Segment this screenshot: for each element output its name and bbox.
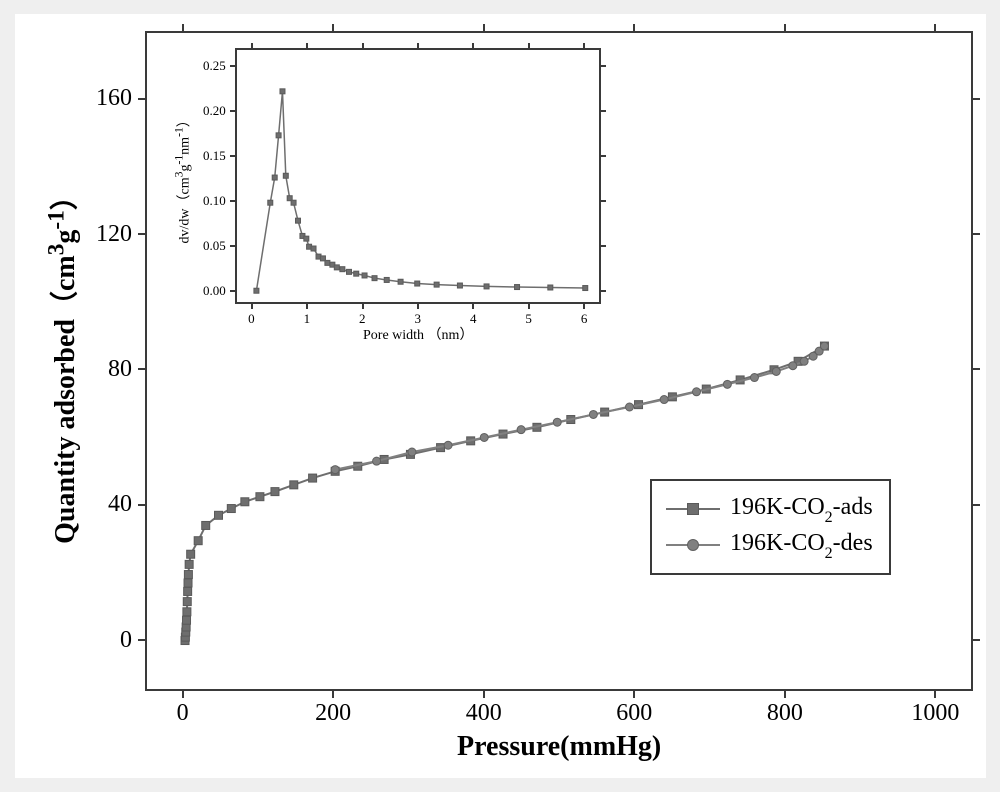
x-tick-label: 5 — [525, 311, 532, 327]
series-marker-ads — [271, 488, 279, 496]
series-marker-ads — [183, 608, 191, 616]
series-marker-des — [589, 410, 597, 418]
series-marker-ads — [309, 474, 317, 482]
series-marker-ads — [183, 598, 191, 606]
series-marker-psd — [398, 279, 403, 284]
series-marker-ads — [185, 560, 193, 568]
inset-x-axis-label: Pore width （nm） — [363, 324, 473, 344]
series-marker-ads — [184, 571, 192, 579]
series-marker-des — [750, 374, 758, 382]
series-marker-des — [408, 448, 416, 456]
series-marker-psd — [484, 284, 489, 289]
inset-y-tick-label: 0.15 — [203, 148, 226, 164]
legend-sample-des — [666, 533, 720, 557]
series-marker-ads — [184, 579, 192, 587]
series-marker-psd — [311, 246, 316, 251]
series-marker-psd — [334, 265, 339, 270]
series-marker-ads — [184, 587, 192, 595]
series-marker-psd — [515, 285, 520, 290]
x-tick-label: 800 — [767, 700, 803, 727]
series-marker-psd — [268, 200, 273, 205]
y-tick-label: 0 — [120, 627, 132, 654]
y-tick-label: 40 — [108, 491, 132, 518]
inset-y-tick-label: 0.10 — [203, 193, 226, 209]
chart-container: 196K-CO2-ads 196K-CO2-des Pressure(mmHg)… — [15, 14, 986, 778]
x-tick-label: 0 — [177, 700, 189, 727]
series-marker-psd — [415, 281, 420, 286]
y-tick-label: 160 — [96, 85, 132, 112]
series-marker-des — [625, 403, 633, 411]
x-axis-label: Pressure(mmHg) — [457, 731, 661, 763]
series-marker-psd — [280, 89, 285, 94]
inset-y-axis-label: dv/dw（cm3g-1nm-1） — [173, 78, 194, 278]
x-tick-label: 0 — [248, 311, 255, 327]
x-tick-label: 600 — [616, 700, 652, 727]
series-marker-psd — [291, 200, 296, 205]
series-marker-psd — [434, 282, 439, 287]
series-marker-des — [480, 433, 488, 441]
series-marker-ads — [194, 537, 202, 545]
series-marker-des — [723, 380, 731, 388]
y-tick-label: 120 — [96, 221, 132, 248]
y-tick-label: 80 — [108, 356, 132, 383]
x-tick-label: 400 — [466, 700, 502, 727]
x-tick-label: 200 — [315, 700, 351, 727]
series-marker-psd — [457, 283, 462, 288]
series-marker-psd — [372, 276, 377, 281]
series-marker-des — [553, 418, 561, 426]
series-marker-des — [517, 426, 525, 434]
legend-label-ads: 196K-CO2-ads — [730, 494, 873, 525]
series-marker-ads — [227, 505, 235, 513]
x-tick-label: 4 — [470, 311, 477, 327]
x-tick-label: 6 — [581, 311, 588, 327]
series-marker-psd — [272, 175, 277, 180]
series-marker-des — [373, 457, 381, 465]
series-marker-ads — [256, 493, 264, 501]
series-marker-psd — [304, 236, 309, 241]
series-marker-des — [789, 362, 797, 370]
legend: 196K-CO2-ads 196K-CO2-des — [650, 479, 891, 575]
inset-plot-svg — [237, 50, 603, 306]
x-tick-label: 1000 — [911, 700, 959, 727]
series-marker-des — [331, 466, 339, 474]
legend-item-ads: 196K-CO2-ads — [666, 491, 873, 527]
series-marker-ads — [187, 550, 195, 558]
series-marker-ads — [241, 498, 249, 506]
inset-y-tick-label: 0.25 — [203, 58, 226, 74]
series-marker-psd — [340, 267, 345, 272]
series-marker-psd — [276, 133, 281, 138]
series-marker-psd — [548, 285, 553, 290]
series-marker-des — [820, 342, 828, 350]
series-marker-psd — [583, 286, 588, 291]
series-marker-ads — [183, 616, 191, 624]
x-tick-label: 1 — [304, 311, 311, 327]
series-marker-psd — [384, 277, 389, 282]
inset-y-tick-label: 0.20 — [203, 103, 226, 119]
series-marker-psd — [354, 271, 359, 276]
series-marker-psd — [296, 218, 301, 223]
legend-label-des: 196K-CO2-des — [730, 530, 873, 561]
legend-item-des: 196K-CO2-des — [666, 527, 873, 563]
series-marker-psd — [362, 273, 367, 278]
inset-y-tick-label: 0.05 — [203, 238, 226, 254]
series-marker-ads — [202, 521, 210, 529]
series-line-psd — [256, 91, 585, 290]
series-marker-ads — [215, 511, 223, 519]
x-tick-label: 3 — [415, 311, 422, 327]
series-marker-des — [800, 357, 808, 365]
x-tick-label: 2 — [359, 311, 366, 327]
series-marker-psd — [254, 288, 259, 293]
series-marker-psd — [283, 173, 288, 178]
series-marker-des — [772, 367, 780, 375]
inset-plot-area — [235, 48, 601, 304]
series-marker-des — [660, 396, 668, 404]
series-marker-psd — [325, 260, 330, 265]
series-marker-psd — [347, 269, 352, 274]
series-marker-des — [692, 388, 700, 396]
legend-sample-ads — [666, 497, 720, 521]
inset-y-tick-label: 0.00 — [203, 283, 226, 299]
y-axis-label: Quantity adsorbed（cm3g-1） — [43, 133, 83, 593]
series-marker-ads — [290, 481, 298, 489]
series-marker-des — [444, 441, 452, 449]
